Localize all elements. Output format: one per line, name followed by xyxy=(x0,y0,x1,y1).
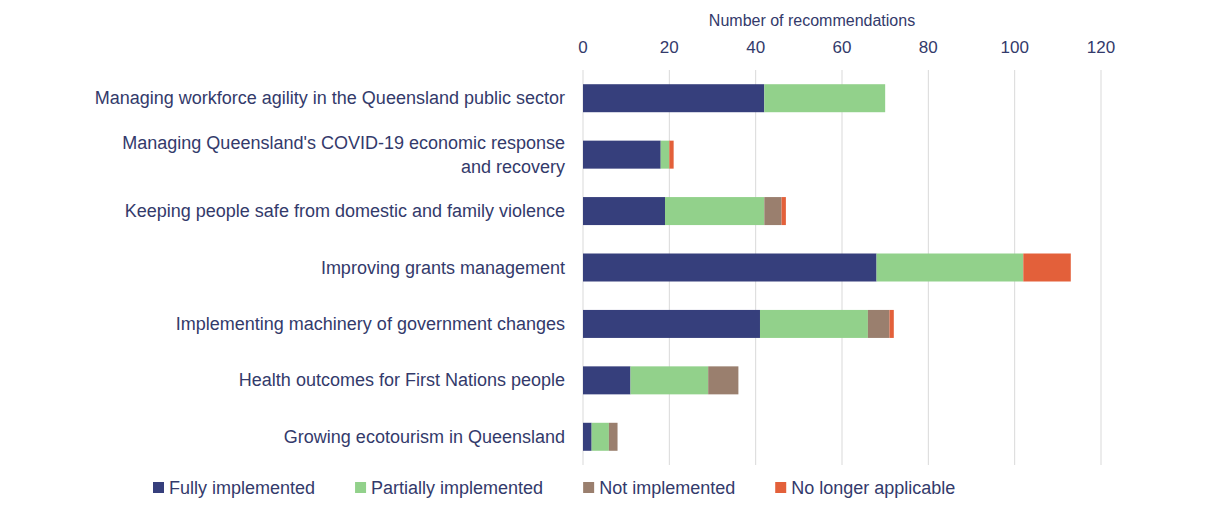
category-label: Managing Queensland's COVID-19 economic … xyxy=(122,133,565,177)
bar-segment xyxy=(592,423,609,451)
bar-segment xyxy=(1023,254,1070,282)
label-line: Implementing machinery of government cha… xyxy=(176,314,565,334)
bar-segment xyxy=(885,84,886,112)
bar-segment xyxy=(760,310,868,338)
category-label: Growing ecotourism in Queensland xyxy=(284,427,565,447)
tick-label: 80 xyxy=(919,38,938,57)
bar-segment xyxy=(665,197,764,225)
label-line: Managing Queensland's COVID-19 economic … xyxy=(122,133,565,153)
bar-segment xyxy=(583,141,661,169)
legend: Fully implemented Partially implemented No… xyxy=(153,478,955,498)
label-line: Keeping people safe from domestic and fa… xyxy=(125,201,565,221)
bar-segment xyxy=(782,197,786,225)
label-line: Improving grants management xyxy=(321,258,565,278)
category-label: Keeping people safe from domestic and fa… xyxy=(125,201,565,221)
legend-swatch xyxy=(775,482,786,493)
bar-segment xyxy=(583,197,665,225)
bar-segment xyxy=(885,84,886,112)
bar-segment xyxy=(764,84,885,112)
category-label: Implementing machinery of government cha… xyxy=(176,314,565,334)
bar-segment xyxy=(708,366,738,394)
category-label: Managing workforce agility in the Queens… xyxy=(95,88,565,108)
tick-label: 120 xyxy=(1087,38,1115,57)
bars xyxy=(583,84,1071,451)
grid-line xyxy=(1101,70,1102,465)
bar-segment xyxy=(661,141,670,169)
legend-label: Partially implemented xyxy=(371,478,543,498)
legend-swatch xyxy=(355,482,366,493)
label-line: Health outcomes for First Nations people xyxy=(239,370,565,390)
bar-segment xyxy=(583,366,630,394)
legend-label: Fully implemented xyxy=(169,478,315,498)
legend-label: Not implemented xyxy=(599,478,735,498)
tick-label: 100 xyxy=(1000,38,1028,57)
bar-segment xyxy=(889,310,893,338)
legend-swatch xyxy=(153,482,164,493)
bar-segment xyxy=(877,254,1024,282)
bar-segment xyxy=(583,310,760,338)
legend-label: No longer applicable xyxy=(791,478,955,498)
category-label: Improving grants management xyxy=(321,258,565,278)
bar-segment xyxy=(630,366,708,394)
bar-segment xyxy=(583,84,764,112)
label-line: Growing ecotourism in Queensland xyxy=(284,427,565,447)
legend-swatch xyxy=(583,482,594,493)
bar-segment xyxy=(764,197,781,225)
bar-segment xyxy=(583,423,592,451)
chart: 0 20 40 60 80 100 120 Number of recommendations… xyxy=(0,0,1215,513)
bar-segment xyxy=(609,423,618,451)
label-line: Managing workforce agility in the Queens… xyxy=(95,88,565,108)
label-line: and recovery xyxy=(461,157,565,177)
bar-segment xyxy=(583,254,877,282)
bar-segment xyxy=(617,423,618,451)
bar-segment xyxy=(669,141,673,169)
axis-title: Number of recommendations xyxy=(709,12,915,29)
tick-label: 20 xyxy=(660,38,679,57)
tick-label: 0 xyxy=(578,38,587,57)
bar-segment xyxy=(738,366,739,394)
bar-segment xyxy=(868,310,890,338)
tick-label: 60 xyxy=(833,38,852,57)
category-label: Health outcomes for First Nations people xyxy=(239,370,565,390)
tick-label: 40 xyxy=(746,38,765,57)
